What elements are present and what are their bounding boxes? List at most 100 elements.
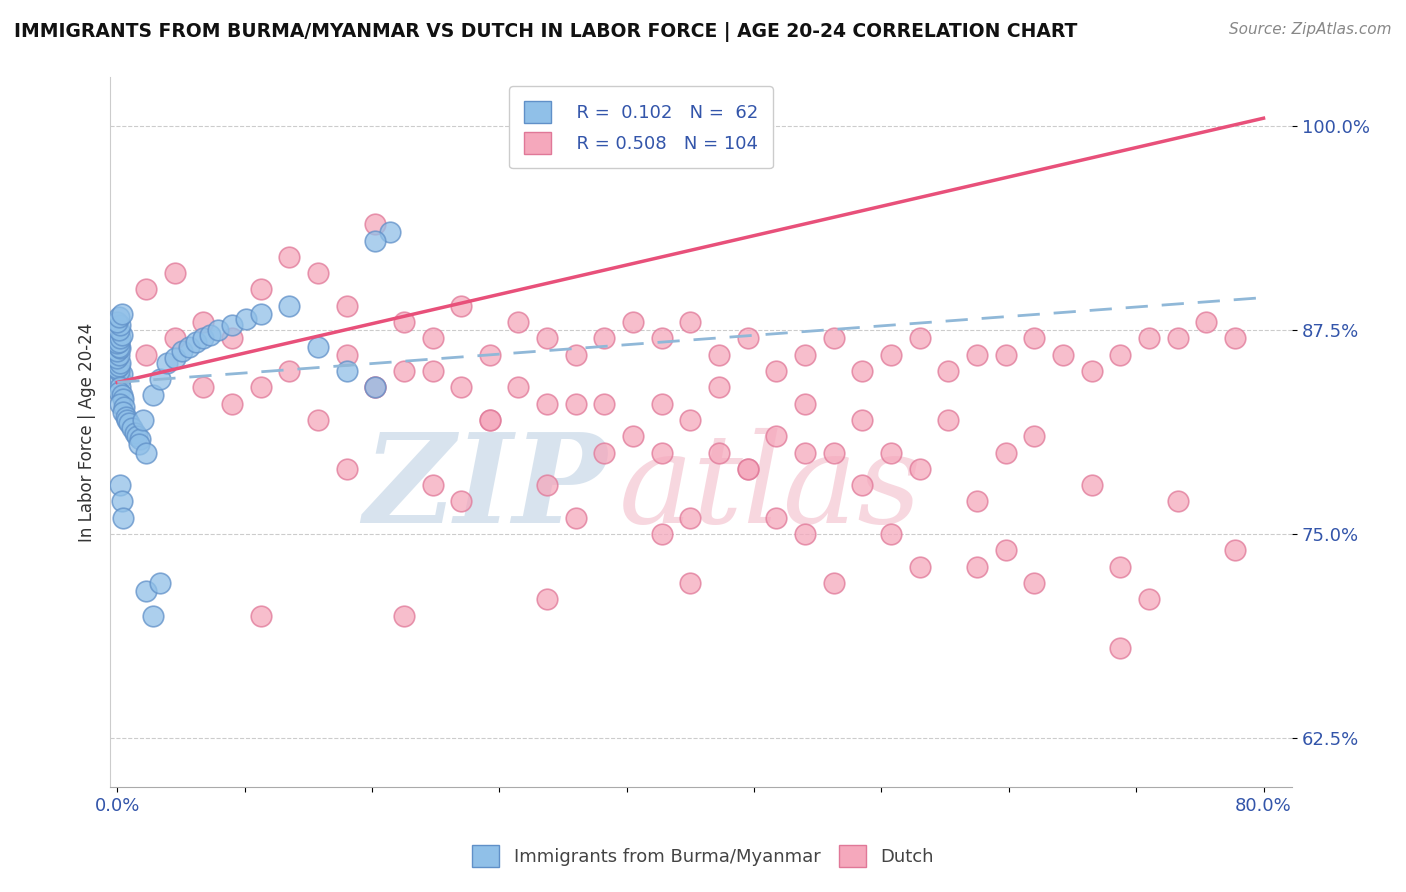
Point	[249, 282, 271, 296]
Point	[823, 445, 845, 459]
Legend:   R =  0.102   N =  62,   R = 0.508   N = 104: R = 0.102 N = 62, R = 0.508 N = 104	[509, 87, 773, 169]
Point	[851, 413, 873, 427]
Point	[880, 348, 903, 362]
Point	[108, 356, 131, 370]
Point	[278, 250, 301, 264]
Point	[108, 396, 131, 410]
Y-axis label: In Labor Force | Age 20-24: In Labor Force | Age 20-24	[79, 323, 96, 541]
Point	[278, 364, 301, 378]
Point	[163, 331, 186, 345]
Point	[565, 348, 588, 362]
Point	[108, 341, 131, 355]
Point	[794, 527, 817, 541]
Point	[737, 462, 759, 476]
Point	[1109, 559, 1132, 574]
Point	[107, 323, 129, 337]
Point	[422, 364, 444, 378]
Point	[536, 331, 558, 345]
Point	[200, 328, 222, 343]
Point	[478, 413, 501, 427]
Point	[851, 364, 873, 378]
Point	[249, 307, 271, 321]
Point	[105, 360, 128, 375]
Point	[679, 315, 702, 329]
Point	[679, 413, 702, 427]
Point	[108, 331, 131, 345]
Point	[1223, 331, 1246, 345]
Point	[221, 331, 243, 345]
Point	[184, 334, 207, 349]
Point	[135, 584, 157, 599]
Point	[994, 543, 1017, 558]
Point	[422, 478, 444, 492]
Point	[121, 421, 143, 435]
Point	[392, 315, 415, 329]
Point	[536, 478, 558, 492]
Point	[707, 348, 730, 362]
Point	[908, 559, 931, 574]
Point	[335, 299, 357, 313]
Point	[621, 315, 644, 329]
Point	[221, 318, 243, 333]
Text: Source: ZipAtlas.com: Source: ZipAtlas.com	[1229, 22, 1392, 37]
Point	[111, 388, 134, 402]
Point	[108, 372, 131, 386]
Point	[478, 348, 501, 362]
Point	[335, 462, 357, 476]
Point	[108, 478, 131, 492]
Point	[765, 510, 787, 524]
Text: IMMIGRANTS FROM BURMA/MYANMAR VS DUTCH IN LABOR FORCE | AGE 20-24 CORRELATION CH: IMMIGRANTS FROM BURMA/MYANMAR VS DUTCH I…	[14, 22, 1077, 42]
Point	[307, 413, 329, 427]
Point	[1137, 592, 1160, 607]
Point	[193, 315, 215, 329]
Point	[193, 380, 215, 394]
Point	[508, 380, 530, 394]
Point	[112, 405, 135, 419]
Point	[707, 380, 730, 394]
Point	[177, 339, 200, 353]
Point	[105, 315, 128, 329]
Point	[794, 445, 817, 459]
Point	[737, 331, 759, 345]
Point	[107, 385, 129, 400]
Point	[651, 396, 673, 410]
Point	[364, 380, 387, 394]
Point	[135, 445, 157, 459]
Point	[128, 437, 150, 451]
Point	[111, 494, 134, 508]
Point	[149, 372, 172, 386]
Point	[651, 331, 673, 345]
Point	[193, 331, 215, 345]
Point	[966, 559, 988, 574]
Point	[851, 478, 873, 492]
Point	[1137, 331, 1160, 345]
Point	[1024, 429, 1046, 443]
Point	[1080, 478, 1102, 492]
Point	[994, 348, 1017, 362]
Point	[593, 445, 616, 459]
Point	[1167, 331, 1189, 345]
Point	[111, 328, 134, 343]
Point	[737, 462, 759, 476]
Point	[163, 266, 186, 280]
Point	[478, 413, 501, 427]
Point	[156, 356, 179, 370]
Point	[278, 299, 301, 313]
Point	[1109, 348, 1132, 362]
Point	[1052, 348, 1074, 362]
Point	[392, 364, 415, 378]
Point	[1024, 576, 1046, 591]
Point	[107, 334, 129, 349]
Point	[163, 351, 186, 365]
Point	[450, 494, 472, 508]
Point	[112, 392, 135, 406]
Point	[105, 336, 128, 351]
Point	[565, 396, 588, 410]
Point	[170, 344, 193, 359]
Point	[651, 445, 673, 459]
Point	[450, 380, 472, 394]
Point	[1024, 331, 1046, 345]
Point	[107, 310, 129, 325]
Point	[107, 339, 129, 353]
Point	[794, 348, 817, 362]
